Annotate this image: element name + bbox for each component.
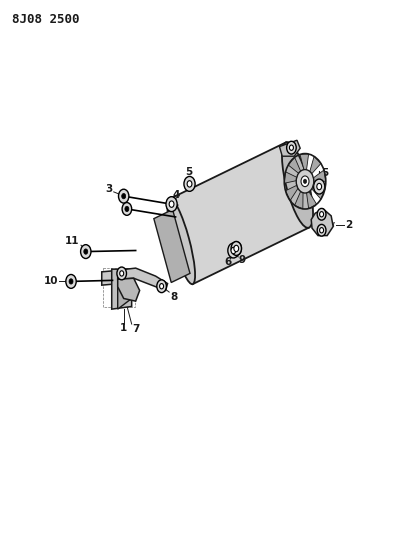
- Circle shape: [187, 181, 192, 187]
- Polygon shape: [311, 209, 333, 236]
- Polygon shape: [310, 156, 321, 174]
- Polygon shape: [286, 185, 298, 200]
- Ellipse shape: [282, 142, 313, 228]
- Polygon shape: [279, 140, 300, 156]
- Text: 5: 5: [322, 168, 329, 178]
- Circle shape: [317, 208, 326, 220]
- Circle shape: [234, 245, 239, 252]
- Circle shape: [231, 241, 241, 255]
- Circle shape: [120, 271, 124, 276]
- Text: 8: 8: [170, 292, 177, 302]
- Circle shape: [166, 197, 177, 212]
- Polygon shape: [154, 209, 190, 282]
- Text: 7: 7: [132, 325, 139, 334]
- Polygon shape: [306, 192, 317, 208]
- Text: 5: 5: [185, 167, 192, 177]
- Circle shape: [169, 201, 174, 207]
- Polygon shape: [313, 170, 326, 181]
- Polygon shape: [312, 186, 325, 199]
- Polygon shape: [118, 272, 132, 309]
- Circle shape: [317, 183, 322, 190]
- Polygon shape: [294, 191, 303, 209]
- Circle shape: [84, 249, 88, 254]
- Circle shape: [66, 274, 76, 288]
- Circle shape: [160, 284, 164, 289]
- Circle shape: [314, 179, 325, 194]
- Circle shape: [317, 224, 326, 236]
- Polygon shape: [170, 142, 309, 284]
- Text: 4: 4: [173, 190, 180, 199]
- Circle shape: [122, 203, 132, 215]
- Circle shape: [286, 141, 296, 154]
- Polygon shape: [118, 268, 168, 290]
- Ellipse shape: [168, 199, 195, 284]
- Polygon shape: [112, 269, 132, 309]
- Circle shape: [234, 245, 239, 252]
- Text: 10: 10: [43, 277, 58, 286]
- Text: 9: 9: [238, 255, 245, 265]
- Polygon shape: [284, 172, 297, 183]
- Circle shape: [320, 228, 324, 233]
- Circle shape: [231, 241, 241, 255]
- Circle shape: [119, 189, 129, 203]
- Circle shape: [289, 145, 293, 150]
- Text: 1: 1: [120, 323, 127, 333]
- Circle shape: [69, 279, 73, 284]
- Polygon shape: [118, 278, 140, 301]
- Polygon shape: [102, 269, 132, 285]
- Polygon shape: [288, 157, 300, 173]
- Text: 3: 3: [105, 184, 113, 194]
- Circle shape: [228, 243, 239, 258]
- Circle shape: [231, 247, 236, 254]
- Circle shape: [184, 176, 195, 191]
- Circle shape: [296, 169, 314, 193]
- Circle shape: [117, 267, 126, 280]
- Circle shape: [303, 179, 306, 183]
- Circle shape: [320, 212, 324, 217]
- Text: 6: 6: [225, 257, 232, 267]
- Circle shape: [157, 280, 166, 293]
- Text: 2: 2: [346, 220, 353, 230]
- Circle shape: [122, 193, 126, 199]
- Text: 8J08 2500: 8J08 2500: [12, 13, 79, 26]
- Circle shape: [125, 206, 129, 212]
- Circle shape: [301, 176, 309, 187]
- Polygon shape: [300, 154, 308, 169]
- Circle shape: [81, 245, 91, 259]
- Text: 11: 11: [65, 236, 80, 246]
